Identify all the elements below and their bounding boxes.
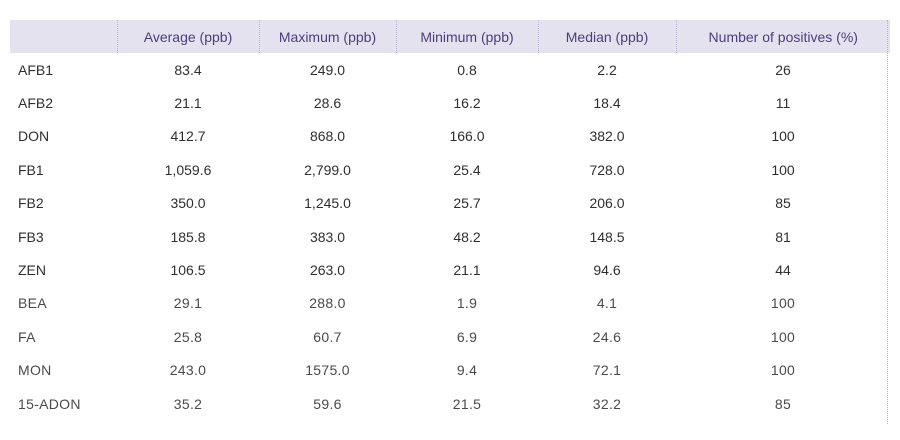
cell-positives: 11 [775, 95, 791, 112]
mycotoxin-summary-table: Average (ppb) Maximum (ppb) Minimum (ppb… [10, 20, 890, 420]
table-row: AFB2 21.1 28.6 16.2 18.4 11 [10, 86, 890, 119]
table-row: DON 412.7 868.0 166.0 382.0 100 [10, 120, 890, 153]
cell-maximum: 249.0 [309, 61, 346, 78]
table-row: FB3 185.8 383.0 48.2 148.5 81 [10, 220, 890, 253]
cell-maximum: 2,799.0 [304, 161, 351, 178]
cell-positives: 100 [770, 328, 796, 345]
cell-maximum: 59.6 [313, 395, 342, 412]
header-maximum: Maximum (ppb) [258, 20, 396, 53]
cell-positives: 100 [771, 128, 795, 145]
cell-median: 94.6 [593, 262, 621, 279]
table-row: MON 243.0 1575.0 9.4 72.1 100 [10, 354, 890, 387]
cell-minimum: 16.2 [453, 95, 481, 112]
mycotoxin-table-container: Average (ppb) Maximum (ppb) Minimum (ppb… [10, 20, 890, 424]
row-label: FB2 [18, 195, 44, 212]
row-label: FB1 [18, 161, 44, 178]
cell-median: 206.0 [589, 195, 625, 212]
header-positives: Number of positives (%) [675, 20, 890, 53]
cell-minimum: 0.8 [457, 61, 477, 78]
row-label: ZEN [18, 262, 46, 279]
cell-positives: 85 [775, 195, 791, 212]
cell-maximum: 60.7 [313, 328, 342, 345]
cell-average: 35.2 [173, 395, 203, 412]
cell-median: 18.4 [593, 95, 621, 112]
row-label: MON [18, 362, 52, 379]
table-header: Average (ppb) Maximum (ppb) Minimum (ppb… [10, 20, 890, 53]
cell-minimum: 25.4 [453, 161, 481, 178]
row-label: FA [18, 328, 36, 345]
cell-average: 185.8 [170, 228, 206, 245]
cell-maximum: 1575.0 [305, 362, 350, 379]
cell-maximum: 28.6 [313, 95, 342, 112]
table-row: BEA 29.1 288.0 1.9 4.1 100 [10, 287, 890, 320]
cell-average: 29.1 [173, 295, 203, 312]
cell-minimum: 166.0 [449, 128, 485, 145]
cell-average: 350.0 [170, 195, 206, 212]
cell-average: 83.4 [174, 61, 202, 78]
cell-maximum: 263.0 [309, 262, 346, 279]
row-label: 15-ADON [18, 395, 81, 412]
cell-positives: 100 [771, 161, 795, 178]
row-label: FB3 [18, 228, 44, 245]
cell-positives: 85 [774, 395, 792, 412]
cell-minimum: 6.9 [456, 328, 478, 345]
cell-minimum: 9.4 [456, 362, 478, 379]
cell-median: 72.1 [592, 362, 622, 379]
cell-minimum: 21.1 [453, 262, 481, 279]
cell-minimum: 1.9 [456, 295, 478, 312]
cell-median: 2.2 [597, 61, 617, 78]
cell-positives: 100 [770, 295, 796, 312]
cell-maximum: 288.0 [309, 295, 346, 312]
cell-positives: 100 [770, 362, 796, 379]
row-label: AFB2 [18, 95, 54, 112]
table-row: 15-ADON 35.2 59.6 21.5 32.2 85 [10, 387, 890, 420]
header-minimum: Minimum (ppb) [395, 20, 538, 53]
cell-positives: 44 [775, 262, 791, 279]
header-corner [10, 20, 117, 53]
cell-median: 4.1 [596, 295, 618, 312]
table-right-divider [887, 20, 888, 424]
cell-median: 24.6 [592, 328, 622, 345]
cell-positives: 26 [775, 61, 791, 78]
table-row: FB2 350.0 1,245.0 25.7 206.0 85 [10, 187, 890, 220]
cell-minimum: 25.7 [453, 195, 481, 212]
header-median: Median (ppb) [537, 20, 676, 53]
row-label: AFB1 [18, 61, 54, 78]
cell-average: 412.7 [170, 128, 206, 145]
cell-maximum: 1,245.0 [304, 195, 351, 212]
cell-average: 106.5 [170, 262, 206, 279]
cell-average: 243.0 [169, 362, 207, 379]
cell-minimum: 48.2 [453, 228, 481, 245]
table-row: FB1 1,059.6 2,799.0 25.4 728.0 100 [10, 153, 890, 186]
cell-average: 21.1 [174, 95, 202, 112]
table-row: AFB1 83.4 249.0 0.8 2.2 26 [10, 53, 890, 86]
cell-median: 382.0 [589, 128, 625, 145]
table-body: AFB1 83.4 249.0 0.8 2.2 26 AFB2 21.1 28.6 16.2 18.… [10, 53, 890, 420]
cell-average: 1,059.6 [164, 161, 212, 178]
cell-median: 728.0 [589, 161, 625, 178]
cell-median: 32.2 [592, 395, 622, 412]
row-label: DON [18, 128, 50, 145]
header-average: Average (ppb) [116, 20, 259, 53]
cell-maximum: 383.0 [309, 228, 346, 245]
cell-median: 148.5 [589, 228, 625, 245]
table-row: ZEN 106.5 263.0 21.1 94.6 44 [10, 253, 890, 286]
cell-minimum: 21.5 [452, 395, 482, 412]
cell-maximum: 868.0 [309, 128, 346, 145]
cell-positives: 81 [775, 228, 791, 245]
row-label: BEA [18, 295, 47, 312]
table-row: FA 25.8 60.7 6.9 24.6 100 [10, 320, 890, 353]
cell-average: 25.8 [173, 328, 203, 345]
header-row: Average (ppb) Maximum (ppb) Minimum (ppb… [10, 20, 890, 53]
